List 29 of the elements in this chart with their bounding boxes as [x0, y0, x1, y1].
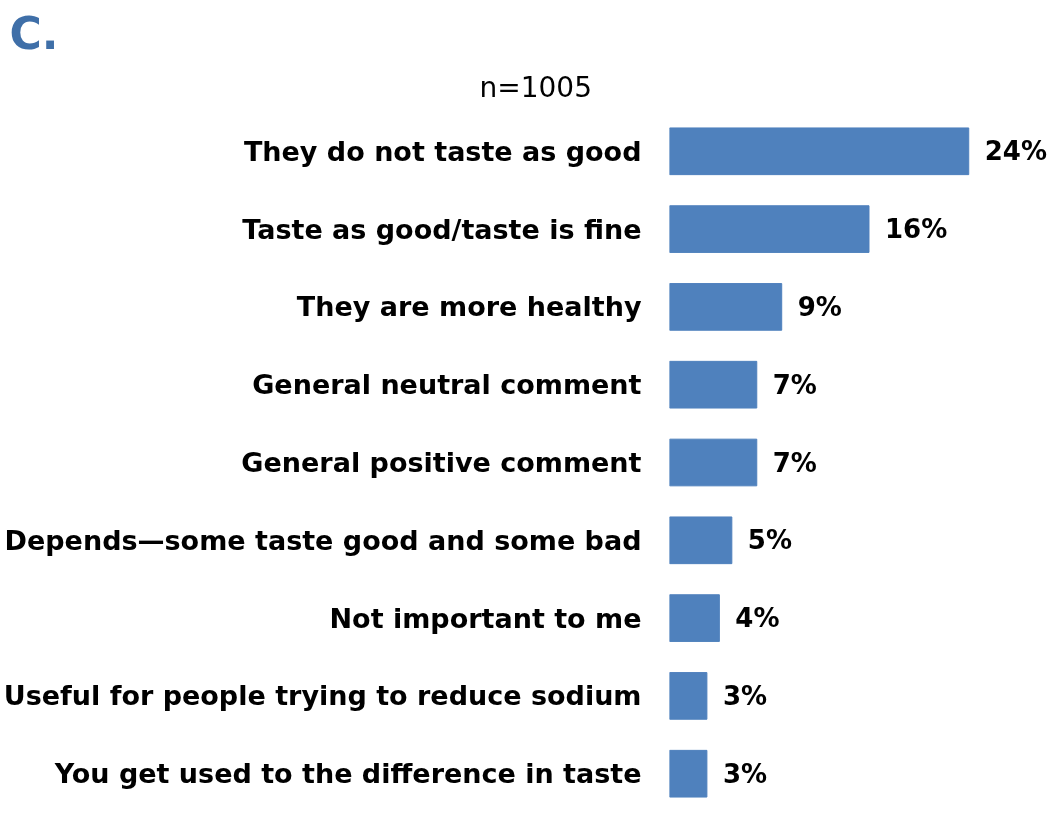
data-label: 16%: [884, 214, 948, 245]
data-label: 9%: [797, 291, 842, 322]
y-tick-label: General positive comment: [241, 447, 642, 478]
bar: [669, 516, 733, 565]
data-label: 5%: [747, 525, 792, 556]
y-tick-label: They do not taste as good: [243, 135, 642, 167]
bar: [669, 438, 758, 487]
chart-subtitle: n=1005: [479, 70, 592, 104]
y-tick-label: They are more healthy: [296, 291, 642, 323]
y-tick-label: General neutral comment: [252, 369, 642, 401]
y-tick-label: Depends—some taste good and some bad: [4, 524, 642, 556]
bar: [669, 283, 783, 331]
data-label: 4%: [735, 603, 780, 634]
y-tick-label: You get used to the difference in taste: [53, 758, 642, 790]
data-label: 7%: [772, 369, 817, 400]
data-label: 3%: [722, 758, 768, 789]
bar: [669, 205, 870, 253]
text: C.: [9, 7, 59, 59]
data-label: 7%: [772, 447, 817, 478]
data-label: 3%: [722, 680, 768, 711]
bar: [669, 672, 708, 720]
bar: [669, 594, 720, 642]
bar: [669, 127, 970, 176]
y-tick-label: Useful for people trying to reduce sodium: [3, 680, 642, 712]
y-tick-label: Not important to me: [329, 602, 642, 634]
data-label: 24%: [984, 136, 1047, 167]
bar: [669, 749, 708, 798]
y-tick-label: Taste as good/taste is fine: [242, 213, 642, 245]
bar: [669, 360, 758, 409]
